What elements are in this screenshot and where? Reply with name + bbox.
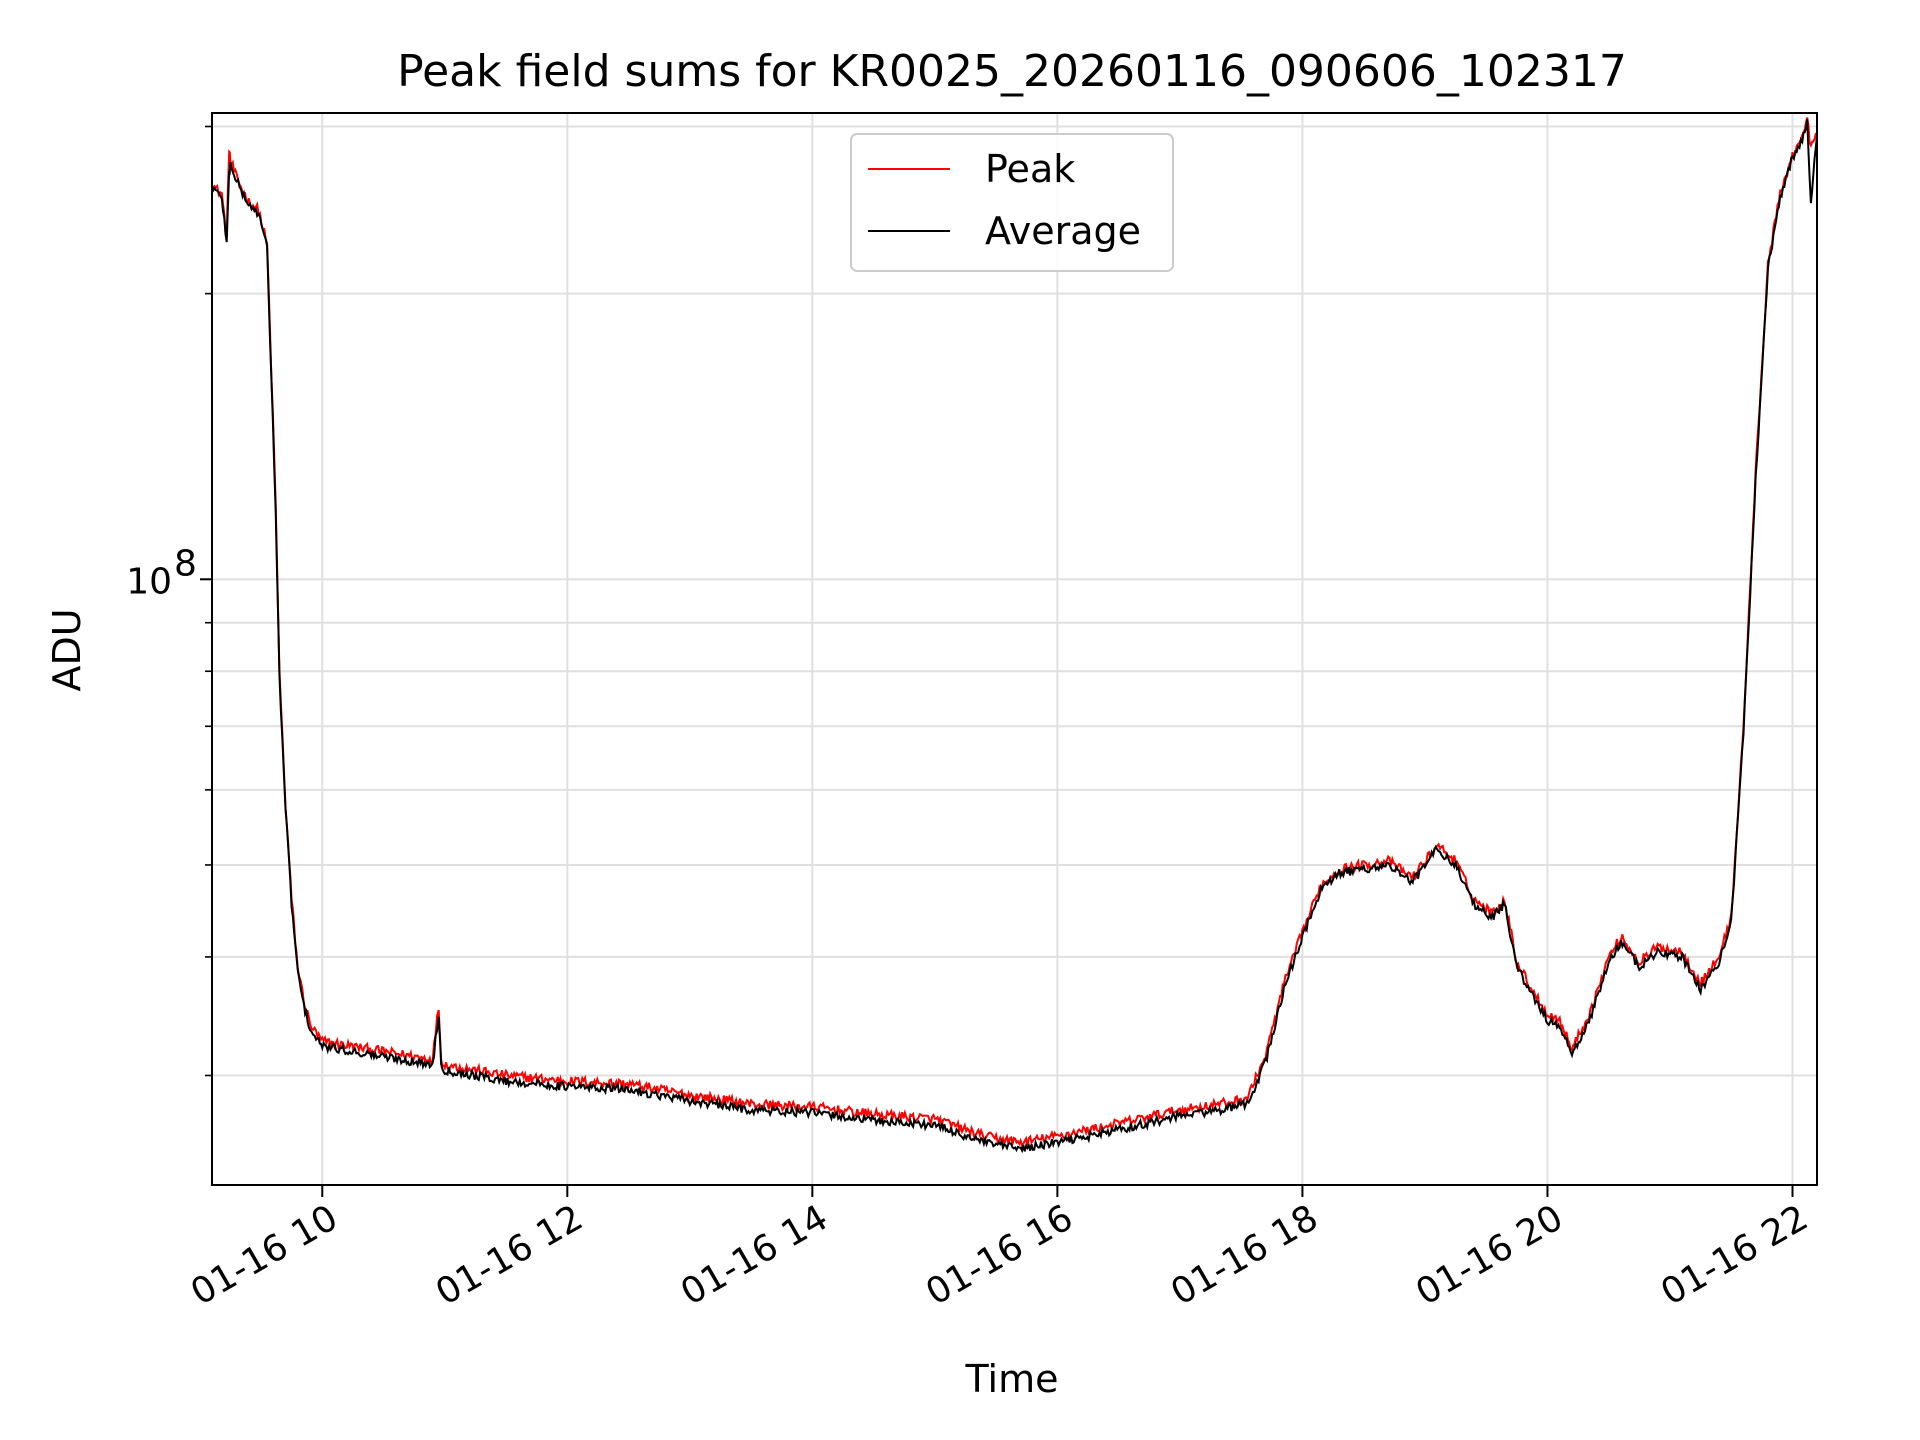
y-axis-label: ADU [45,608,89,691]
series-peak-line [212,117,1817,1149]
legend-peak-label: Peak [985,147,1075,191]
grid [212,113,1817,1185]
legend-average-label: Average [985,209,1141,253]
legend: Peak Average [850,133,1174,272]
x-axis-label: Time [965,1357,1059,1401]
series-layer [212,117,1817,1154]
y-tick-exponent: 8 [174,543,197,584]
chart-title: Peak field sums for KR0025_20260116_0906… [397,46,1627,97]
series-average-line [212,119,1817,1154]
y-tick-label: 10 [126,561,172,602]
plot-frame [211,112,1818,1186]
